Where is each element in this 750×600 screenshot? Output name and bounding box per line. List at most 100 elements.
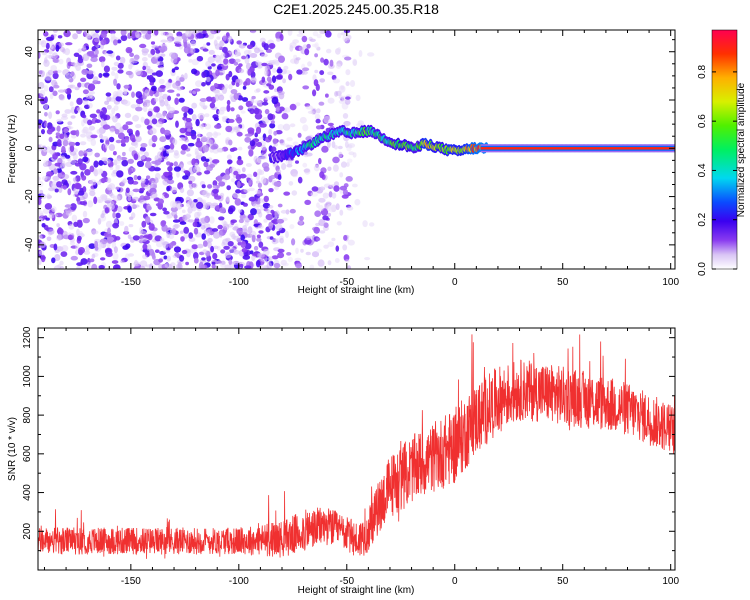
spectrogram-noise-cell xyxy=(145,216,151,224)
spectrogram-noise-cell xyxy=(243,81,248,87)
spectrogram-noise-cell xyxy=(71,134,77,139)
spectrogram-noise-cell xyxy=(194,151,200,156)
spectrogram-noise-cell xyxy=(238,68,245,74)
spectrogram-noise-cell xyxy=(65,210,73,216)
spectrogram-noise-cell xyxy=(158,95,164,104)
spectrogram-noise-cell xyxy=(76,262,83,266)
spectrogram-noise-cell xyxy=(268,205,274,209)
spectrogram-noise-cell xyxy=(129,52,135,57)
spectrogram-noise-cell xyxy=(155,70,163,77)
spectrogram-noise-cell xyxy=(56,228,64,235)
spectrogram-noise-cell xyxy=(41,129,45,135)
spectrogram-noise-cell xyxy=(167,89,175,93)
spectrogram-noise-cell xyxy=(278,106,285,112)
spectrogram-noise-cell xyxy=(212,159,220,164)
spectrogram-noise-cell xyxy=(139,43,147,49)
spectrogram-noise-cell xyxy=(269,122,276,129)
spectrogram-noise-cell xyxy=(288,73,293,81)
spectrogram-noise-cell xyxy=(41,176,48,181)
spectrogram-noise-cell xyxy=(89,165,95,173)
spectrogram-noise-cell xyxy=(174,36,182,44)
spectrogram-noise-cell xyxy=(69,144,75,152)
spectrogram-noise-cell xyxy=(82,217,90,224)
spectrogram-noise-cell xyxy=(228,139,233,146)
spectrogram-noise-cell xyxy=(206,192,212,196)
spectrogram-noise-cell xyxy=(272,138,278,145)
spectrogram-noise-cell xyxy=(164,193,170,199)
spectrogram-noise-cell xyxy=(172,224,179,230)
spectrogram-noise-cell xyxy=(249,53,258,58)
spectrogram-noise-cell xyxy=(180,144,188,151)
spectrogram-noise-cell xyxy=(154,177,159,184)
spectrogram-noise-cell xyxy=(255,59,260,66)
spectrogram-noise-cell xyxy=(128,167,132,175)
spectrogram-noise-cell xyxy=(323,58,329,66)
spectrogram-noise-cell xyxy=(315,118,321,124)
spectrogram-noise-cell xyxy=(44,112,48,117)
spectrogram-noise-cell xyxy=(256,141,263,147)
spectrogram-noise-cell xyxy=(112,211,116,219)
spectrogram-noise-cell xyxy=(75,64,81,71)
spectrogram-noise-cell xyxy=(38,119,43,125)
spectrogram-noise-cell xyxy=(206,131,213,138)
spectrogram-noise-cell xyxy=(139,155,146,160)
colorbar-tick-label: 0.8 xyxy=(697,64,708,78)
colorbar: 0.0 0.2 0.4 0.6 0.8 Normalized spectral ampl… xyxy=(697,29,747,276)
spectrogram-noise-cell xyxy=(173,246,182,253)
spectrogram-noise-cell xyxy=(61,245,69,252)
spectrogram-noise-cell xyxy=(40,40,47,48)
spectrogram-noise-cell xyxy=(113,39,118,46)
spectrogram-noise-cell xyxy=(106,95,112,102)
spectrogram-noise-cell xyxy=(223,174,231,181)
spectrogram-noise-cell xyxy=(65,154,71,159)
spectrogram-noise-cell xyxy=(52,90,58,97)
spectrogram-noise-cell xyxy=(114,128,120,135)
spectrogram-noise-cell xyxy=(104,100,110,106)
spectrogram-noise-cell xyxy=(226,185,231,191)
spectrogram-noise-cell xyxy=(164,263,171,268)
spectrogram-noise-cell xyxy=(100,257,106,261)
spectrogram-noise-cell xyxy=(38,217,43,222)
spectrogram-noise-cell xyxy=(120,30,127,36)
spectrogram-noise-cell xyxy=(291,173,298,178)
spectrogram-noise-cell xyxy=(197,112,205,120)
spectrogram-noise-cell xyxy=(132,204,140,208)
spectrogram-noise-cell xyxy=(109,166,114,170)
spectrogram-noise-cell xyxy=(198,264,206,269)
spectrogram-noise-cell xyxy=(70,159,77,164)
spectrogram-noise-cell xyxy=(114,72,119,80)
spectrogram-noise-cell xyxy=(151,72,158,76)
spectrogram-noise-cell xyxy=(150,48,156,56)
spectrogram-noise-cell xyxy=(314,210,322,217)
spectrogram-noise-cell xyxy=(113,264,121,269)
spectrogram-noise-cell xyxy=(235,174,242,181)
spectrogram-noise-cell xyxy=(108,183,116,191)
spectrogram-noise-cell xyxy=(67,234,73,240)
spectrogram-noise-cell xyxy=(262,116,270,124)
spectrogram-noise-cell xyxy=(154,97,159,102)
spectrogram-noise-cell xyxy=(186,53,192,57)
spectrogram-noise-cell xyxy=(264,68,269,77)
spectrogram-noise-cell xyxy=(45,217,50,221)
spectrogram-noise-cell xyxy=(195,140,203,148)
spectrogram-noise-cell xyxy=(216,36,221,40)
spectrogram-noise-cell xyxy=(115,139,122,144)
spectrogram-noise-cell xyxy=(111,71,116,76)
spectrogram-noise-cell xyxy=(226,104,231,112)
spectrogram-noise-cell xyxy=(305,251,311,256)
spectrogram-noise-cell xyxy=(172,138,178,146)
spectrogram-x-tick-labels: -150 -100 -50 0 50 100 xyxy=(121,277,680,288)
spectrogram-noise-cell xyxy=(202,144,209,153)
spectrogram-noise-cell xyxy=(94,49,99,56)
spectrogram-noise-cell xyxy=(223,221,228,228)
spectrogram-noise-cell xyxy=(39,212,44,217)
spectrogram-noise-cell xyxy=(231,147,238,152)
spectrogram-noise-cell xyxy=(52,30,58,33)
spectrogram-noise-cell xyxy=(127,205,132,213)
spectrogram-noise-cell xyxy=(148,74,154,82)
spectrogram-noise-cell xyxy=(273,130,278,136)
spectrogram-noise-cell xyxy=(94,152,100,158)
spectrogram-noise-cell xyxy=(166,231,171,239)
spectrogram-noise-cell xyxy=(208,33,215,40)
spectrogram-noise-cell xyxy=(60,116,69,120)
